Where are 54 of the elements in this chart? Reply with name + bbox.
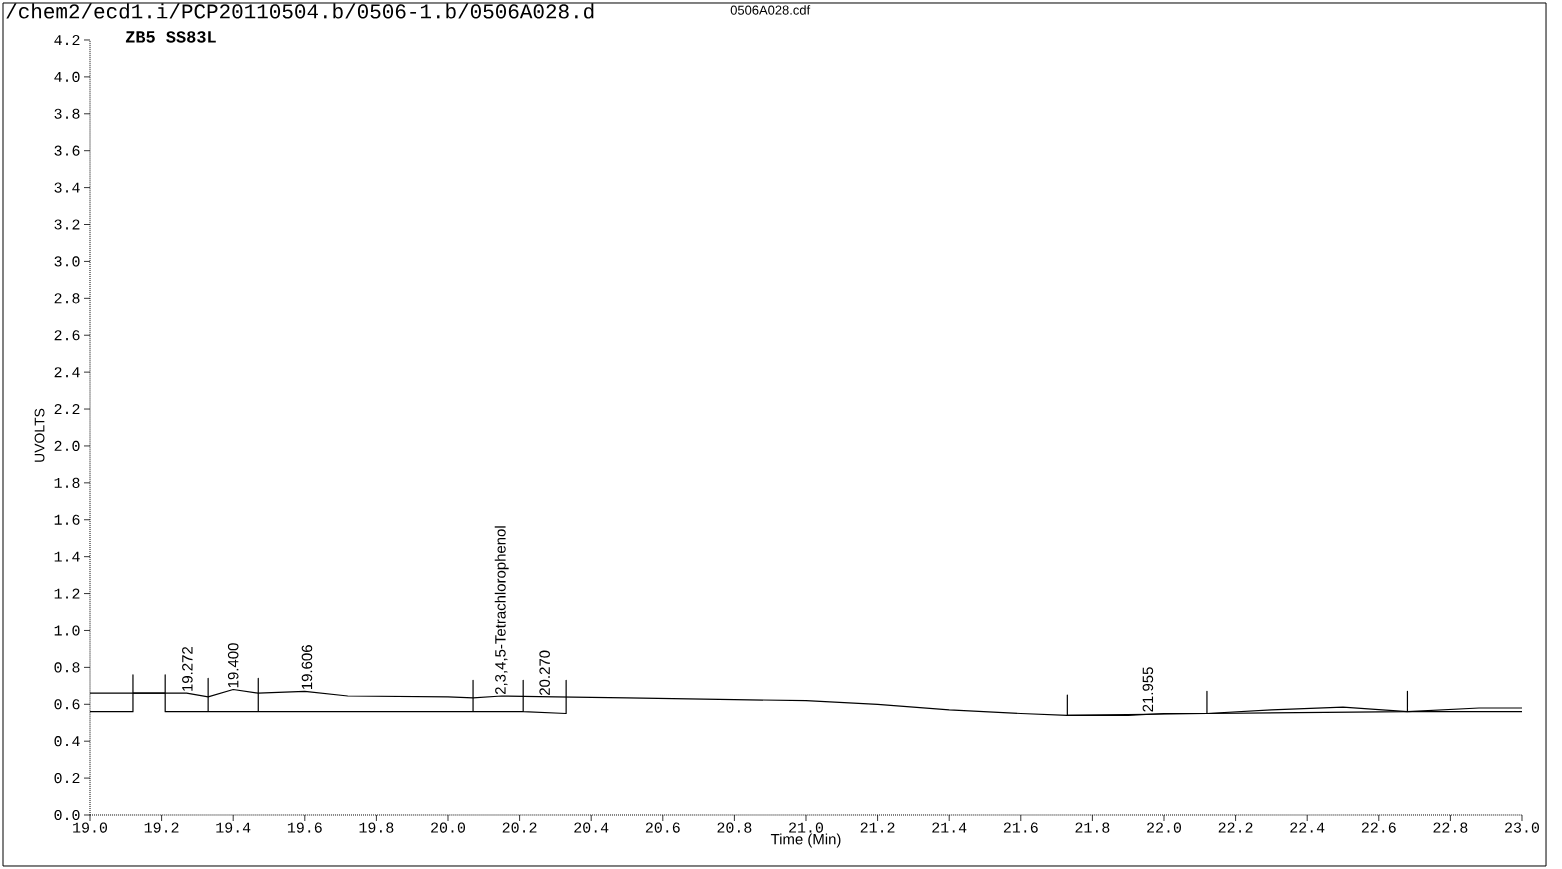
y-tick-label: 2.6 [54,330,80,341]
chart-title: /chem2/ecd1.i/PCP20110504.b/0506-1.b/0506A028.d [6,3,594,19]
x-tick-label: 22.4 [1290,822,1325,833]
x-axis-title: Time (Min) [770,833,841,848]
y-tick-label: 3.6 [54,145,80,156]
x-tick-label: 22.6 [1361,822,1396,833]
x-tick-label: 21.2 [860,822,895,833]
x-tick-label: 19.4 [216,822,251,833]
y-tick-label: 1.2 [54,588,80,599]
y-tick-label: 0.4 [54,736,80,747]
x-tick-label: 20.4 [574,822,609,833]
y-tick-label: 0.2 [54,773,80,784]
x-tick-label: 21.0 [789,822,824,833]
x-tick-label: 23.0 [1505,822,1539,833]
y-tick-label: 2.0 [54,440,80,452]
x-tick-label: 20.6 [645,822,680,833]
annotation: 19.400 [227,643,239,688]
annotation: 21.955 [1142,667,1154,712]
y-tick-label: 1.4 [54,551,80,562]
x-tick-label: 21.8 [1075,822,1110,833]
y-tick-label: 2.4 [54,367,80,378]
x-tick-label: 20.2 [502,822,537,833]
annotation: 20.270 [539,650,550,695]
chart-subtitle: ZB5 SS83L [125,31,216,43]
x-tick-label: 21.4 [932,822,967,833]
y-tick-label: 0.6 [54,699,80,710]
y-tick-label: 2.2 [54,404,80,415]
x-tick-label: 19.8 [359,822,394,833]
x-tick-label: 19.2 [144,822,179,833]
y-tick-label: 3.8 [54,108,80,119]
y-tick-label: 3.2 [54,219,80,230]
annotation: 19.272 [182,647,193,691]
x-tick-label: 19.0 [73,822,108,833]
y-tick-label: 1.8 [54,477,80,488]
x-tick-label: 19.6 [287,822,322,833]
y-tick-label: 2.8 [54,293,80,304]
text: 0506A028.cdf [730,5,811,15]
y-tick-label: 3.0 [54,256,80,267]
x-tick-label: 20.0 [431,822,466,833]
y-tick-label: 3.4 [54,182,80,193]
x-tick-label: 20.8 [717,822,752,833]
annotation: 19.606 [301,645,313,690]
y-tick-label: 4.0 [54,71,80,82]
y-tick-label: 0.8 [54,662,80,673]
annotation: 2,3,4,5-Tetrachlorophenol [494,526,509,695]
x-tick-label: 22.2 [1218,822,1253,833]
y-axis-title: UVOLTS [34,408,45,462]
y-tick-label: 1.0 [54,625,80,636]
x-tick-label: 21.6 [1003,822,1038,833]
x-tick-label: 22.8 [1433,822,1468,833]
y-tick-label: 1.6 [54,514,80,525]
y-tick-label: 0.0 [54,809,80,821]
y-tick-label: 4.2 [54,34,80,45]
x-tick-label: 22.0 [1147,822,1181,833]
